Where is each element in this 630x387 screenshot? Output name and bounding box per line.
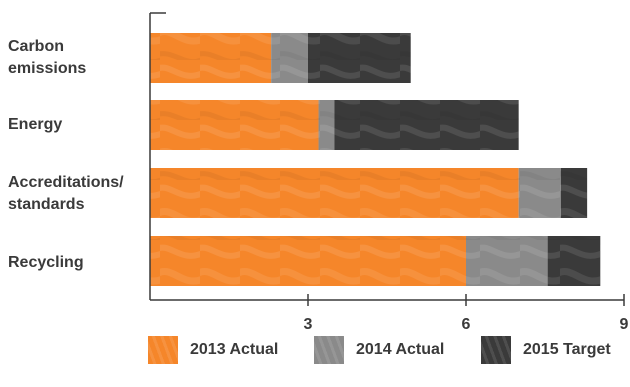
category-label: Accreditations/ standards [8,174,124,213]
category-label: Recycling [8,254,84,271]
bar-texture [318,100,335,150]
legend-label: 2013 Actual [190,341,279,358]
legend-swatch-2014 [314,336,344,364]
bar-texture [308,33,411,83]
legend-item-2013: 2013 Actual [148,336,278,364]
bar-texture [466,236,548,286]
bar-texture [150,33,272,83]
x-tick-label: 6 [462,316,471,333]
bar-texture [334,100,519,150]
legend-swatch-2013 [148,336,178,364]
bar-texture [560,168,588,218]
x-tick-label: 3 [304,316,313,333]
x-tick-label: 9 [620,316,629,333]
legend: 2013 Actual 2014 Actual 2015 Target [148,336,618,364]
category-label: Carbon emissions [8,38,87,77]
legend-swatch-2015 [481,336,511,364]
bar-texture [518,168,561,218]
bar-texture [150,100,319,150]
legend-item-2014: 2014 Actual [314,336,444,364]
bar-texture [547,236,601,286]
bar-texture [150,236,466,286]
bar-texture [150,168,519,218]
bar-texture [271,33,308,83]
legend-label: 2015 Target [523,341,611,358]
legend-item-2015: 2015 Target [481,336,611,364]
legend-label: 2014 Actual [356,341,445,358]
category-label: Energy [8,116,63,133]
